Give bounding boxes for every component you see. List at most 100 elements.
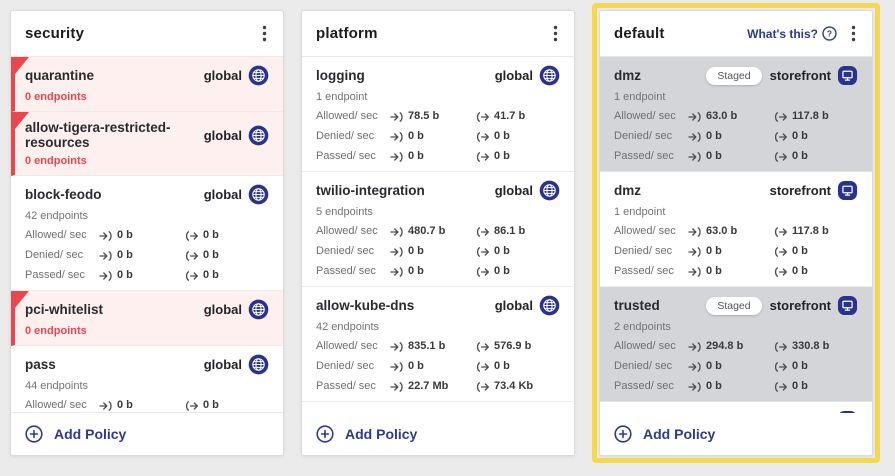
ingress-value: 0 b: [706, 360, 722, 372]
traffic-stat-row: Allowed/ sec 0 b 0 b: [25, 399, 269, 412]
monitor-icon: [837, 65, 858, 86]
policy-tile-header: twilio-integration global: [316, 180, 560, 201]
policy-tile-header: logging global: [316, 65, 560, 86]
endpoints-count: 0 endpoints: [25, 325, 87, 337]
egress-value: 0 b: [494, 130, 510, 142]
ingress-stat: 0 b: [99, 229, 185, 242]
ingress-stat: 78.5 b: [390, 110, 476, 123]
ingress-arrow-icon: [688, 341, 702, 352]
ingress-value: 480.7 b: [408, 225, 446, 237]
traffic-stat-row: Denied/ sec 0 b 0 b: [316, 130, 560, 143]
whats-this-label: What's this?: [747, 26, 818, 41]
traffic-stat-row: Passed/ sec 0 b 0 b: [614, 380, 858, 393]
ingress-stat: 22.7 Mb: [390, 380, 476, 393]
egress-arrow-icon: [774, 111, 788, 122]
stat-label: Denied/ sec: [316, 245, 375, 257]
ingress-stat: 0 b: [390, 265, 476, 278]
stat-label: Passed/ sec: [316, 150, 376, 162]
policy-tile[interactable]: trustedstorefront: [600, 402, 872, 413]
egress-stat: 0 b: [476, 360, 510, 373]
ingress-value: 63.0 b: [706, 225, 738, 237]
policy-tile[interactable]: dmz Staged storefront 1 endpoint Allowed/ se…: [600, 57, 872, 172]
column-menu-button[interactable]: [260, 23, 269, 44]
ingress-stat: 0 b: [99, 249, 185, 262]
policy-group-card-default: default What's this?? dmz Staged storefront 1…: [599, 10, 873, 456]
egress-value: 0 b: [494, 150, 510, 162]
policy-tile[interactable]: twilio-integration global 5 endpoints Allow…: [302, 172, 574, 287]
ingress-arrow-icon: [390, 341, 404, 352]
egress-arrow-icon: [476, 226, 490, 237]
ingress-arrow-icon: [390, 131, 404, 142]
policy-tile[interactable]: allow-tigera-restricted-resources global 0…: [11, 112, 283, 176]
policy-tile[interactable]: pci-whitelist global 0 endpoints: [11, 291, 283, 346]
policy-name: allow-kube-dns: [316, 298, 415, 313]
scope-label: global: [203, 187, 242, 202]
policy-tile[interactable]: dmz storefront 1 endpoint Allowed/ sec 63.0 …: [600, 172, 872, 287]
scope-label: storefront: [769, 298, 831, 313]
egress-arrow-icon: [476, 341, 490, 352]
plus-circle-icon: [25, 425, 43, 443]
globe-icon: [539, 295, 560, 316]
traffic-stat-row: Allowed/ sec 480.7 b 86.1 b: [316, 225, 560, 238]
traffic-stat-row: Passed/ sec 0 b 0 b: [316, 150, 560, 163]
globe-icon: [248, 125, 269, 146]
egress-stat: 0 b: [185, 269, 219, 282]
ingress-value: 0 b: [117, 229, 133, 241]
policy-name: dmz: [614, 68, 641, 83]
egress-value: 576.9 b: [494, 340, 532, 352]
policy-tile-header: pci-whitelist global: [25, 299, 269, 320]
egress-value: 117.8 b: [792, 225, 829, 237]
plus-circle-icon: [316, 425, 334, 443]
ingress-arrow-icon: [99, 270, 113, 281]
column-menu-button[interactable]: [849, 23, 858, 44]
egress-arrow-icon: [185, 230, 199, 241]
policy-tile[interactable]: pass global 44 endpoints Allowed/ sec 0 b 0 b…: [11, 346, 283, 412]
ingress-value: 0 b: [117, 399, 133, 411]
ingress-value: 0 b: [706, 130, 722, 142]
egress-stat: 0 b: [774, 380, 808, 393]
stat-label: Denied/ sec: [614, 245, 673, 257]
egress-arrow-icon: [774, 246, 788, 257]
add-policy-button[interactable]: Add Policy: [600, 413, 872, 455]
egress-stat: 41.7 b: [476, 110, 525, 123]
stat-label: Passed/ sec: [614, 150, 674, 162]
egress-value: 0 b: [203, 229, 219, 241]
traffic-stat-row: Passed/ sec 0 b 0 b: [25, 269, 269, 282]
egress-stat: 73.4 Kb: [476, 380, 533, 393]
ingress-arrow-icon: [688, 151, 702, 162]
column-title: default: [614, 25, 665, 42]
policy-tile-header: dmz storefront: [614, 180, 858, 201]
policy-group: platform logging global 1 endpoint Allowed/ …: [301, 10, 575, 456]
traffic-stat-row: Denied/ sec 0 b 0 b: [316, 245, 560, 258]
scope-label: global: [494, 183, 533, 198]
globe-icon: [539, 180, 560, 201]
egress-stat: 0 b: [774, 245, 808, 258]
ingress-value: 63.0 b: [706, 110, 738, 122]
stat-label: Allowed/ sec: [614, 225, 676, 237]
ingress-stat: 480.7 b: [390, 225, 476, 238]
traffic-stat-row: Denied/ sec 0 b 0 b: [614, 130, 858, 143]
ingress-arrow-icon: [99, 230, 113, 241]
endpoints-count: 42 endpoints: [316, 321, 379, 333]
ingress-arrow-icon: [390, 246, 404, 257]
scope-label: global: [203, 68, 242, 83]
stat-label: Passed/ sec: [614, 380, 674, 392]
egress-arrow-icon: [476, 151, 490, 162]
ingress-arrow-icon: [390, 381, 404, 392]
policy-group-card-platform: platform logging global 1 endpoint Allowed/ …: [301, 10, 575, 456]
ingress-stat: 63.0 b: [688, 225, 774, 238]
column-menu-button[interactable]: [551, 23, 560, 44]
add-policy-button[interactable]: Add Policy: [302, 413, 574, 455]
add-policy-button[interactable]: Add Policy: [11, 412, 283, 455]
policy-tile[interactable]: allow-kube-dns global 42 endpoints Allowed/…: [302, 287, 574, 402]
policy-tile[interactable]: quarantine global 0 endpoints: [11, 57, 283, 112]
ingress-arrow-icon: [390, 111, 404, 122]
policy-tile[interactable]: logging global 1 endpoint Allowed/ sec 78.5 …: [302, 57, 574, 172]
whats-this-link[interactable]: What's this??: [747, 26, 837, 41]
policy-tile[interactable]: trusted Staged storefront 2 endpoints Allowe…: [600, 287, 872, 402]
traffic-stat-row: Allowed/ sec 0 b 0 b: [25, 229, 269, 242]
policy-tile-header: quarantine global: [25, 65, 269, 86]
add-policy-label: Add Policy: [54, 426, 127, 442]
ingress-arrow-icon: [390, 226, 404, 237]
policy-tile[interactable]: block-feodo global 42 endpoints Allowed/ se…: [11, 176, 283, 291]
